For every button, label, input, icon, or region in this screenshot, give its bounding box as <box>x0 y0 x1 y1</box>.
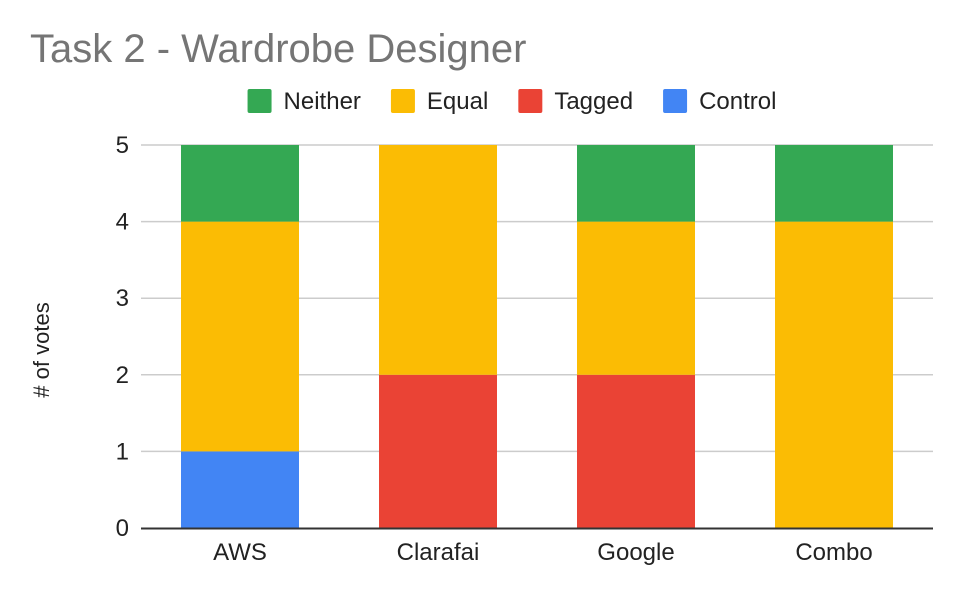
legend-item-control: Control <box>663 88 776 115</box>
bar-aws-control <box>181 451 299 528</box>
bars <box>181 145 893 528</box>
bar-aws-neither <box>181 145 299 222</box>
bar-google-neither <box>577 145 695 222</box>
x-tick-label: Combo <box>795 539 872 566</box>
legend-item-equal: Equal <box>390 88 488 115</box>
legend-label: Equal <box>427 88 488 115</box>
legend-swatch <box>247 89 272 113</box>
y-tick-label: 4 <box>116 209 129 236</box>
bar-combo-neither <box>775 145 893 222</box>
x-tick-label: Google <box>597 539 674 566</box>
legend: Neither Equal Tagged Control <box>247 88 776 115</box>
legend-swatch <box>390 89 415 113</box>
bar-google-equal <box>577 221 695 375</box>
y-tick-label: 2 <box>116 362 129 389</box>
x-tick-label: AWS <box>213 539 267 566</box>
x-tick-label: Clarafai <box>397 539 480 566</box>
legend-swatch <box>518 89 543 113</box>
legend-label: Neither <box>284 88 361 115</box>
legend-label: Control <box>699 88 776 115</box>
bar-clarafai-equal <box>379 145 497 375</box>
bar-clarafai-tagged <box>379 374 497 528</box>
y-tick-label: 1 <box>116 438 129 465</box>
legend-item-neither: Neither <box>247 88 361 115</box>
y-tick-label: 5 <box>116 132 129 159</box>
y-axis-title: # of votes <box>29 302 54 397</box>
y-axis-ticks: 0 1 2 3 4 5 <box>116 132 129 542</box>
x-axis-ticks: AWS Clarafai Google Combo <box>213 539 873 566</box>
y-tick-label: 0 <box>116 515 129 542</box>
chart-title: Task 2 - Wardrobe Designer <box>30 27 526 71</box>
bar-combo-equal <box>775 221 893 528</box>
bar-google-tagged <box>577 374 695 528</box>
bar-aws-equal <box>181 221 299 452</box>
legend-label: Tagged <box>554 88 633 115</box>
legend-item-tagged: Tagged <box>518 88 633 115</box>
y-tick-label: 3 <box>116 285 129 312</box>
legend-swatch <box>663 89 688 113</box>
